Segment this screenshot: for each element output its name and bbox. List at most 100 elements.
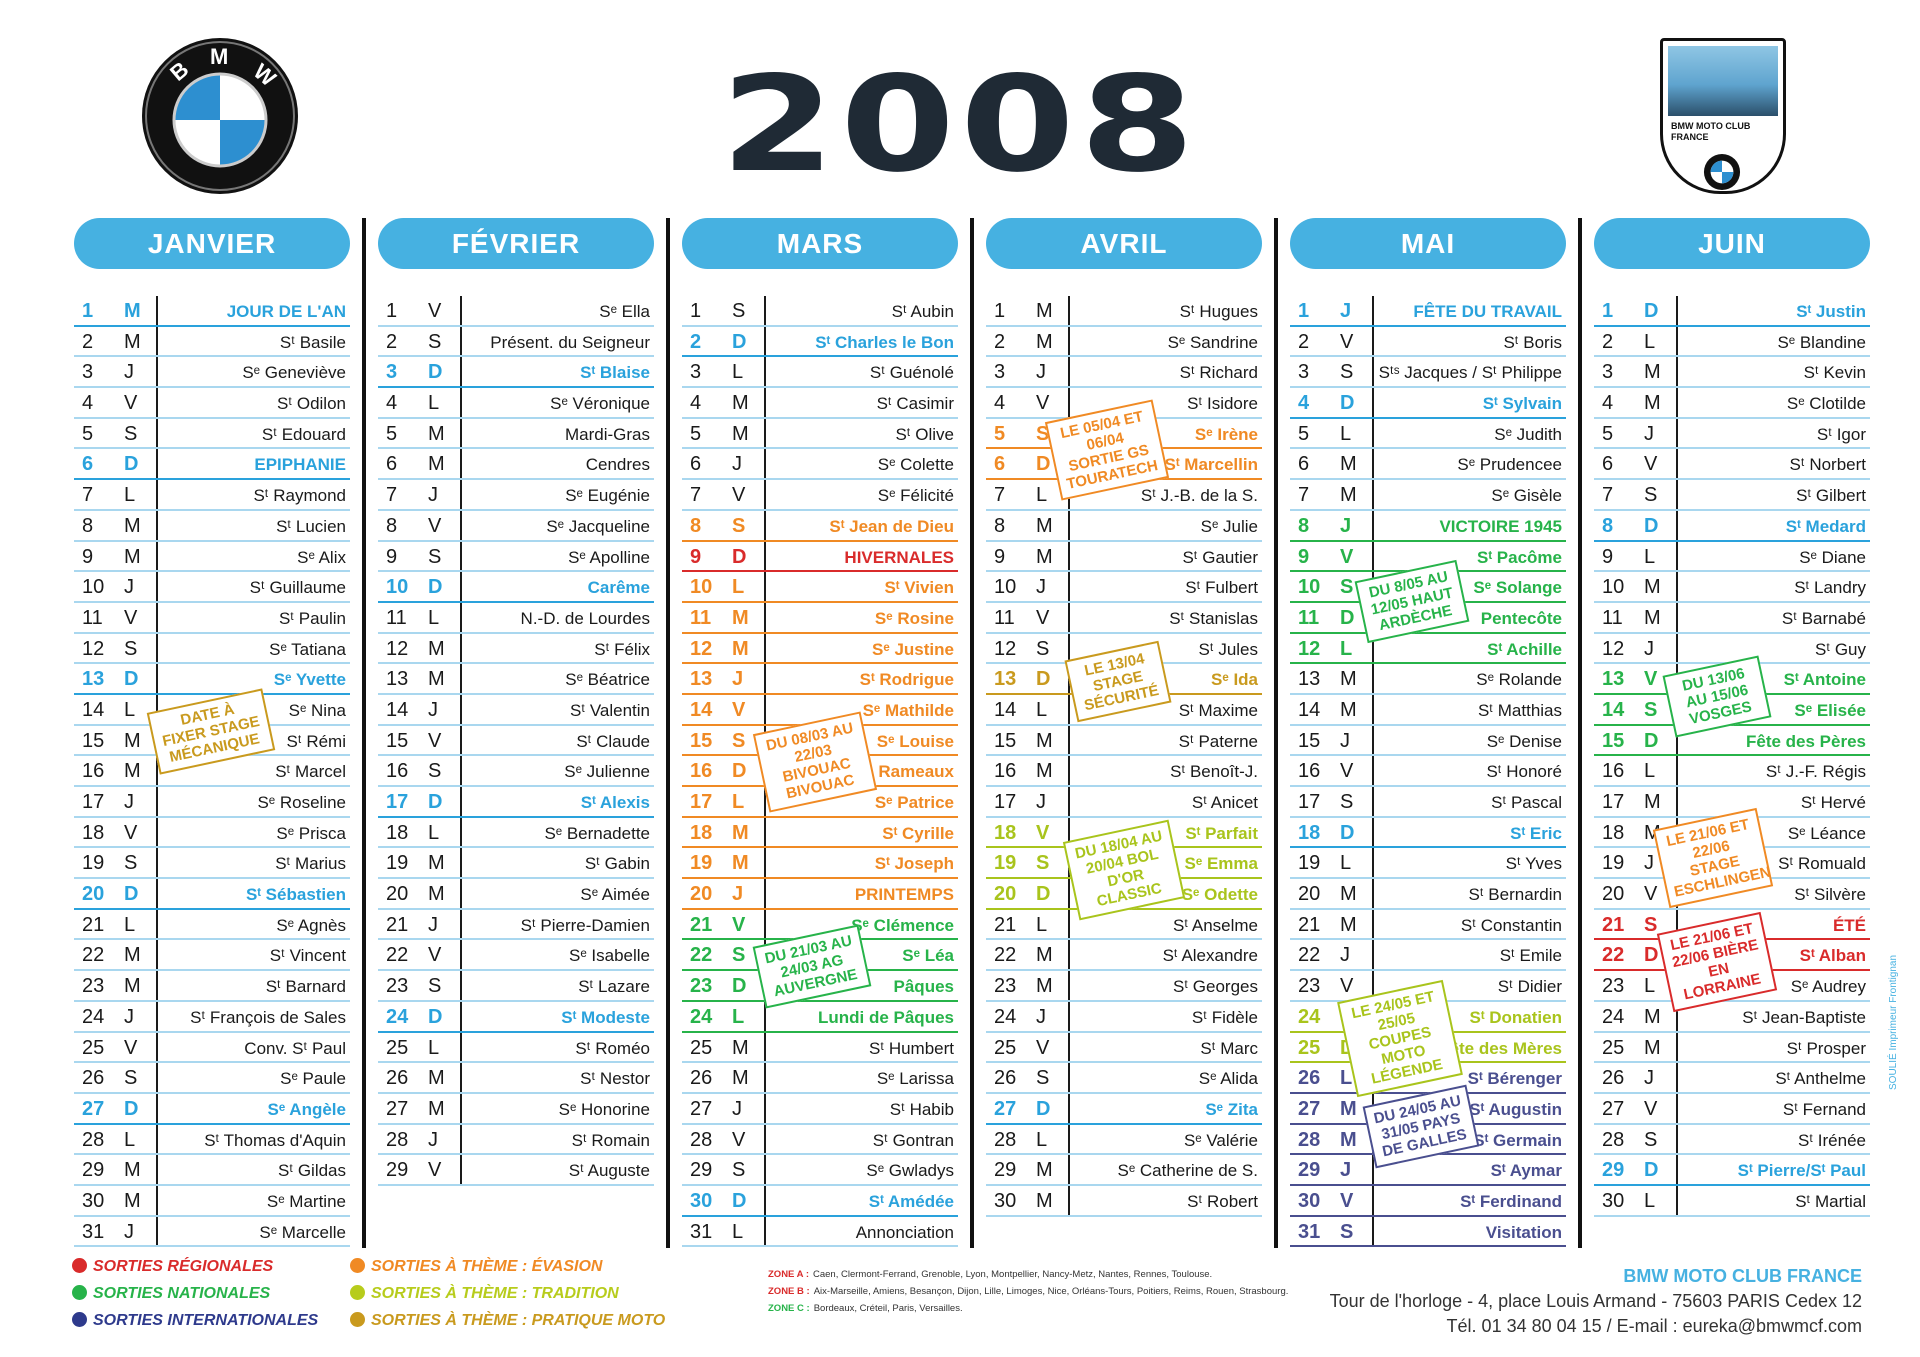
day-number: 4 [386, 392, 398, 415]
row-divider [1068, 541, 1070, 571]
month-2: MARS 1 S Sᵗ Aubin 2 D Sᵗ Charles le Bon 3 L Sᵗ Gu… [682, 218, 958, 1248]
day-row: 5 L Sᵉ Judith [1290, 418, 1566, 450]
day-number: 5 [386, 422, 398, 445]
day-number: 22 [690, 944, 713, 967]
saint-name: Sᵗ Nestor [580, 1069, 650, 1089]
row-divider [1068, 1063, 1070, 1092]
day-number: 21 [82, 913, 105, 936]
row-divider [1068, 756, 1070, 785]
day-row: 24 D Sᵗ Modeste [378, 1001, 654, 1033]
day-row: 22 V Sᵉ Isabelle [378, 940, 654, 972]
weekday-letter: L [124, 698, 136, 721]
saint-name: Sᵗ Thomas d'Aquin [204, 1130, 346, 1150]
saint-name: Sᵗ Irénée [1798, 1130, 1866, 1150]
saint-name: Sᵉ Judith [1494, 424, 1562, 444]
saint-name: Sᵉ Isabelle [569, 946, 650, 966]
saint-name: EPIPHANIE [254, 455, 346, 475]
weekday-letter: M [1644, 576, 1661, 599]
saint-name: Sᵗ Pacôme [1477, 547, 1562, 567]
saint-name: Sᵗ Anselme [1173, 915, 1258, 935]
weekday-letter: M [732, 1036, 749, 1059]
day-number: 27 [82, 1097, 105, 1120]
day-row: 9 D HIVERNALES [682, 541, 958, 573]
club-logo: BMW MOTO CLUB FRANCE [1660, 38, 1786, 194]
saint-name: Sᵉ Bernadette [544, 823, 650, 843]
saint-name: Sᵗ Isidore [1187, 394, 1258, 414]
day-number: 15 [690, 729, 713, 752]
day-number: 13 [82, 668, 105, 691]
day-number: 25 [1602, 1036, 1625, 1059]
saint-name: Sᵗ Romuald [1778, 854, 1866, 874]
day-row: 28 L Sᵉ Valérie [986, 1124, 1262, 1156]
row-divider [156, 1155, 158, 1184]
saint-name: Sᵉ Alix [297, 547, 346, 567]
weekday-letter: S [124, 422, 138, 445]
saint-name: Sᵗ Amédée [868, 1191, 954, 1211]
weekday-letter: J [1644, 852, 1654, 875]
day-row: 21 L Sᵗ Anselme [986, 909, 1262, 941]
saint-name: Sᵉ Jacqueline [546, 516, 650, 536]
weekday-letter: M [1340, 883, 1357, 906]
weekday-letter: M [124, 729, 141, 752]
weekday-letter: V [1340, 545, 1354, 568]
day-number: 28 [994, 1128, 1017, 1151]
saint-name: Mardi-Gras [564, 424, 650, 444]
weekday-letter: S [124, 1067, 138, 1090]
row-divider [1676, 296, 1678, 325]
day-number: 22 [386, 944, 409, 967]
day-number: 20 [1298, 883, 1321, 906]
weekday-letter: M [732, 821, 749, 844]
weekday-letter: J [1036, 361, 1046, 384]
month-title: FÉVRIER [378, 218, 654, 269]
legend-label: SORTIES À THÈME : PRATIQUE MOTO [371, 1312, 666, 1329]
saint-name: Sᵉ Ida [1210, 670, 1258, 690]
weekday-letter: M [124, 514, 141, 537]
row-divider [764, 602, 766, 632]
row-divider [1068, 357, 1070, 387]
saint-name: Sᵗ Cyrille [882, 823, 954, 843]
day-number: 11 [1298, 606, 1320, 629]
saint-name: Sᵗ Landry [1794, 578, 1866, 598]
day-row: 30 L Sᵗ Martial [1594, 1185, 1870, 1217]
day-row: 5 J Sᵗ Igor [1594, 418, 1870, 450]
row-divider [1676, 541, 1678, 571]
saint-name: Sᵗ Boris [1503, 332, 1562, 352]
day-row: 1 J FÊTE DU TRAVAIL [1290, 296, 1566, 327]
weekday-letter: M [1644, 392, 1661, 415]
row-divider [156, 296, 158, 325]
weekday-letter: V [732, 913, 746, 936]
weekday-letter: M [428, 668, 445, 691]
day-number: 28 [690, 1128, 713, 1151]
day-number: 17 [1602, 791, 1625, 813]
saint-name: Sᵗ Marcellin [1164, 455, 1258, 475]
saint-name: Sᵗ Charles le Bon [815, 332, 954, 352]
row-divider [764, 664, 766, 693]
day-number: 31 [82, 1220, 105, 1243]
row-divider [1676, 1093, 1678, 1123]
day-number: 2 [690, 330, 702, 353]
day-row: 7 M Sᵉ Gisèle [1290, 480, 1566, 511]
weekday-letter: M [124, 330, 141, 353]
school-zones: ZONE A : Caen, Clermont-Ferrand, Grenoble… [768, 1266, 1288, 1317]
weekday-letter: D [1036, 453, 1051, 476]
day-row: 11 M Sᵗ Barnabé [1594, 602, 1870, 634]
saint-name: VICTOIRE 1945 [1439, 516, 1562, 536]
saint-name: Sᵗ Prosper [1786, 1038, 1866, 1058]
day-row: 14 M Sᵗ Matthias [1290, 694, 1566, 726]
saint-name: Sᵗ Sylvain [1482, 394, 1562, 414]
row-divider [1372, 418, 1374, 448]
day-number: 23 [994, 975, 1017, 998]
weekday-letter: L [428, 606, 440, 629]
day-row: 24 L Lundi de Pâques [682, 1001, 958, 1033]
weekday-letter: J [124, 1005, 134, 1028]
weekday-letter: D [732, 760, 747, 783]
day-number: 29 [82, 1159, 105, 1182]
day-row: 19 S Sᵗ Marius [74, 848, 350, 880]
day-number: 1 [1298, 300, 1310, 322]
day-number: 28 [1298, 1128, 1321, 1151]
weekday-letter: V [1340, 330, 1354, 353]
weekday-letter: M [1340, 913, 1357, 936]
weekday-letter: J [1340, 514, 1352, 537]
row-divider [460, 971, 462, 1000]
day-row: 13 J Sᵗ Rodrigue [682, 664, 958, 695]
